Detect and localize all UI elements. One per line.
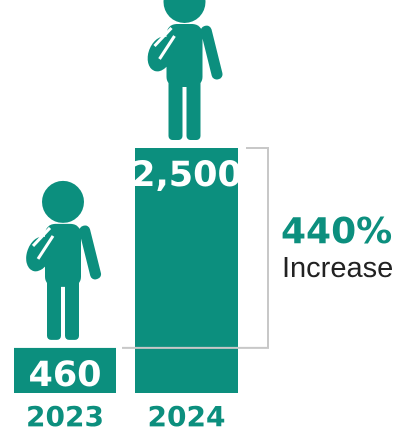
bar-2024 — [135, 148, 238, 393]
bar-value-label-2023: 460 — [28, 355, 101, 395]
category-label-2023: 2023 — [26, 400, 104, 433]
increase-label: Increase — [282, 252, 393, 284]
bar-2023 — [14, 347, 116, 393]
percent-increase-label: 440% — [281, 211, 392, 252]
comparison-bracket — [122, 147, 269, 349]
student-with-backpack-icon — [20, 179, 104, 342]
bar-value-label-2024: 2,500 — [131, 155, 242, 195]
category-label-2024: 2024 — [148, 400, 226, 433]
student-with-backpack-icon — [141, 0, 226, 142]
